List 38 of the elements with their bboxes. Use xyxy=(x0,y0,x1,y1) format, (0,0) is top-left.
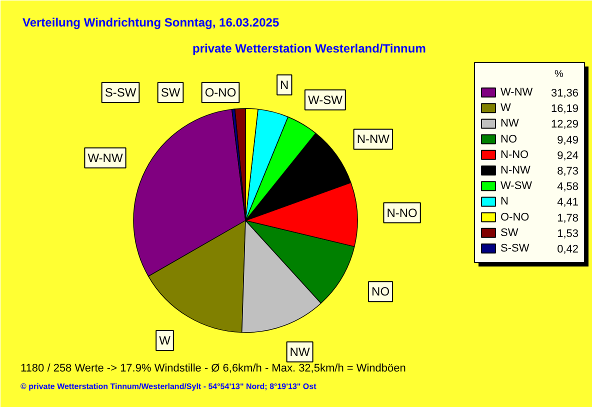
slice-label: W-NW xyxy=(88,150,124,165)
data-label: 1,53 xyxy=(557,228,579,240)
legend-label: SW xyxy=(500,226,519,239)
data-label: 1,78 xyxy=(557,212,579,224)
slice-label: N-NO xyxy=(386,206,418,220)
data-label: 9,49 xyxy=(557,134,579,146)
slice-label: O-NO xyxy=(204,86,236,100)
slice-label: N-NW xyxy=(356,132,390,146)
legend-title: % xyxy=(554,69,564,80)
slice-label: N xyxy=(280,78,289,92)
slice-label: W-SW xyxy=(308,92,344,107)
data-label: 4,58 xyxy=(557,181,579,194)
slice-label: NO xyxy=(372,284,390,299)
category-label: SW xyxy=(160,86,180,100)
data-label: 12,29 xyxy=(550,118,579,131)
legend-label: O-NO xyxy=(500,211,530,224)
chart-title: Verteilung Windrichtung Sonntag, 16.03.2025 xyxy=(22,16,280,30)
slice-label: W xyxy=(159,334,172,348)
data-label: 31,36 xyxy=(550,88,579,100)
data-label: 9,24 xyxy=(557,150,579,162)
data-label: 8,73 xyxy=(557,166,579,178)
legend-label: NW xyxy=(500,118,520,130)
data-label: 16,19 xyxy=(550,103,579,116)
text: © private Wetterstation Tinnum/Westerland/Sylt - 54°54'13" Nord; 8°19'13" Ost xyxy=(20,382,317,391)
legend-label: S-SW xyxy=(500,242,530,254)
legend-label: N-NW xyxy=(500,164,532,176)
data-label: 0,42 xyxy=(557,244,579,256)
category-label: S-SW xyxy=(104,86,136,100)
legend-label: W xyxy=(500,102,512,114)
chart-subtitle: private Wetterstation Westerland/Tinnum xyxy=(192,42,426,56)
legend-label: N-NO xyxy=(500,148,530,161)
legend-label: W-NW xyxy=(500,86,534,98)
legend-label: N xyxy=(500,196,508,208)
legend-label: NO xyxy=(500,133,518,146)
text: 1180 / 258 Werte -> 17.9% Windstille - Ø 6,6km/h - Max. 32,5km/h = Windböen xyxy=(20,362,406,374)
legend-label: W-SW xyxy=(500,180,533,192)
data-label: 4,41 xyxy=(557,196,579,209)
slice-label: NW xyxy=(290,344,310,359)
